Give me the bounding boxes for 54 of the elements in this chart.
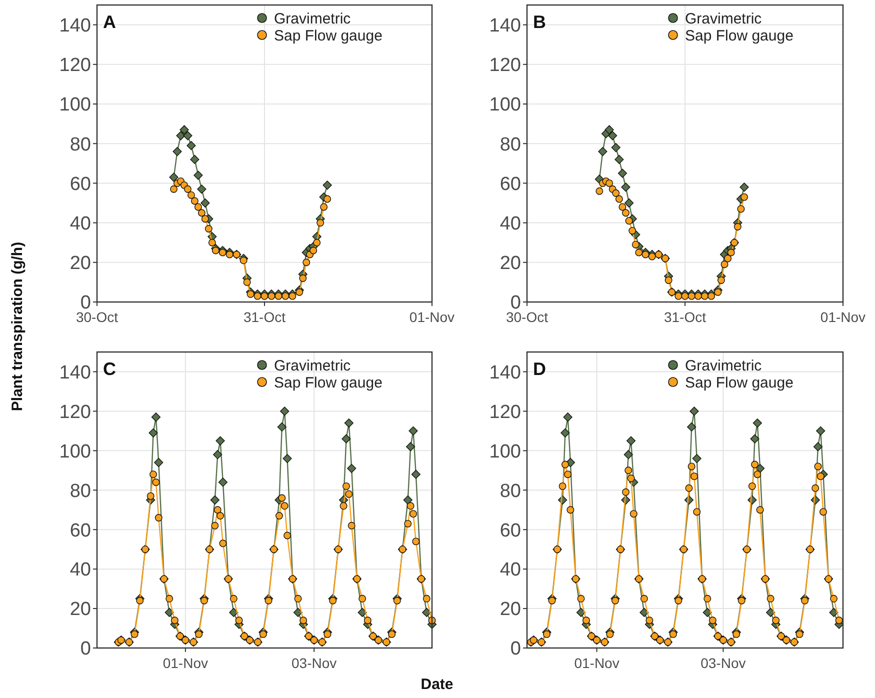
y-tick-label: 100 [489,441,521,462]
x-tick-label: 01-Nov [820,309,866,325]
legend-label: Gravimetric [685,10,762,28]
y-tick-label: 120 [489,402,521,423]
y-tick-label: 80 [500,480,521,502]
legend-label: Sap Flow gauge [274,374,382,392]
y-tick-label: 40 [70,560,91,581]
y-tick-label: 120 [59,402,91,423]
y-tick-label: 20 [70,599,91,620]
y-tick-label: 40 [500,213,521,234]
y-axis-title: Plant transpiration (g/h) [9,242,26,412]
legend-label: Sap Flow gauge [685,374,794,392]
y-tick-label: 40 [500,560,521,581]
x-tick-label: 31-Oct [664,309,706,325]
x-tick-label: 01-Nov [162,655,208,671]
chart-title: D [533,359,546,379]
chart-title: B [533,12,546,32]
x-tick-label: 03-Nov [292,655,337,671]
y-tick-label: 140 [59,362,91,384]
y-tick-label: 80 [500,134,521,156]
y-tick-label: 80 [70,480,91,502]
y-tick-label: 40 [70,213,91,234]
y-tick-label: 20 [70,253,91,274]
chart-title: C [103,359,116,379]
legend-label: Gravimetric [274,357,352,374]
legend-label: Sap Flow gauge [274,27,382,44]
y-tick-label: 120 [489,55,521,76]
y-tick-label: 20 [500,599,521,620]
y-tick-label: 60 [70,520,91,542]
y-tick-label: 60 [500,174,521,195]
y-tick-label: 100 [59,94,91,116]
y-tick-label: 140 [489,362,521,384]
y-tick-label: 0 [510,638,521,660]
x-tick-label: 31-Oct [243,309,286,325]
y-tick-label: 0 [80,638,91,660]
legend-label: Sap Flow gauge [685,27,794,44]
x-tick-label: 01-Nov [574,655,620,671]
y-tick-label: 100 [489,94,521,116]
y-tick-label: 120 [59,55,91,76]
y-tick-label: 80 [70,134,91,156]
y-tick-label: 60 [500,520,521,542]
legend-label: Gravimetric [274,10,352,28]
chart-title: A [103,12,116,32]
y-tick-label: 20 [500,253,521,274]
x-axis-title: Date [420,676,454,693]
x-tick-label: 01-Nov [409,309,455,325]
y-tick-label: 140 [59,15,91,36]
x-tick-label: 03-Nov [700,655,746,671]
y-tick-label: 140 [489,15,521,36]
x-tick-label: 30-Oct [76,309,118,325]
y-tick-label: 100 [59,441,91,462]
y-tick-label: 60 [70,174,91,195]
legend-label: Gravimetric [685,357,762,374]
x-tick-label: 30-Oct [506,309,548,325]
